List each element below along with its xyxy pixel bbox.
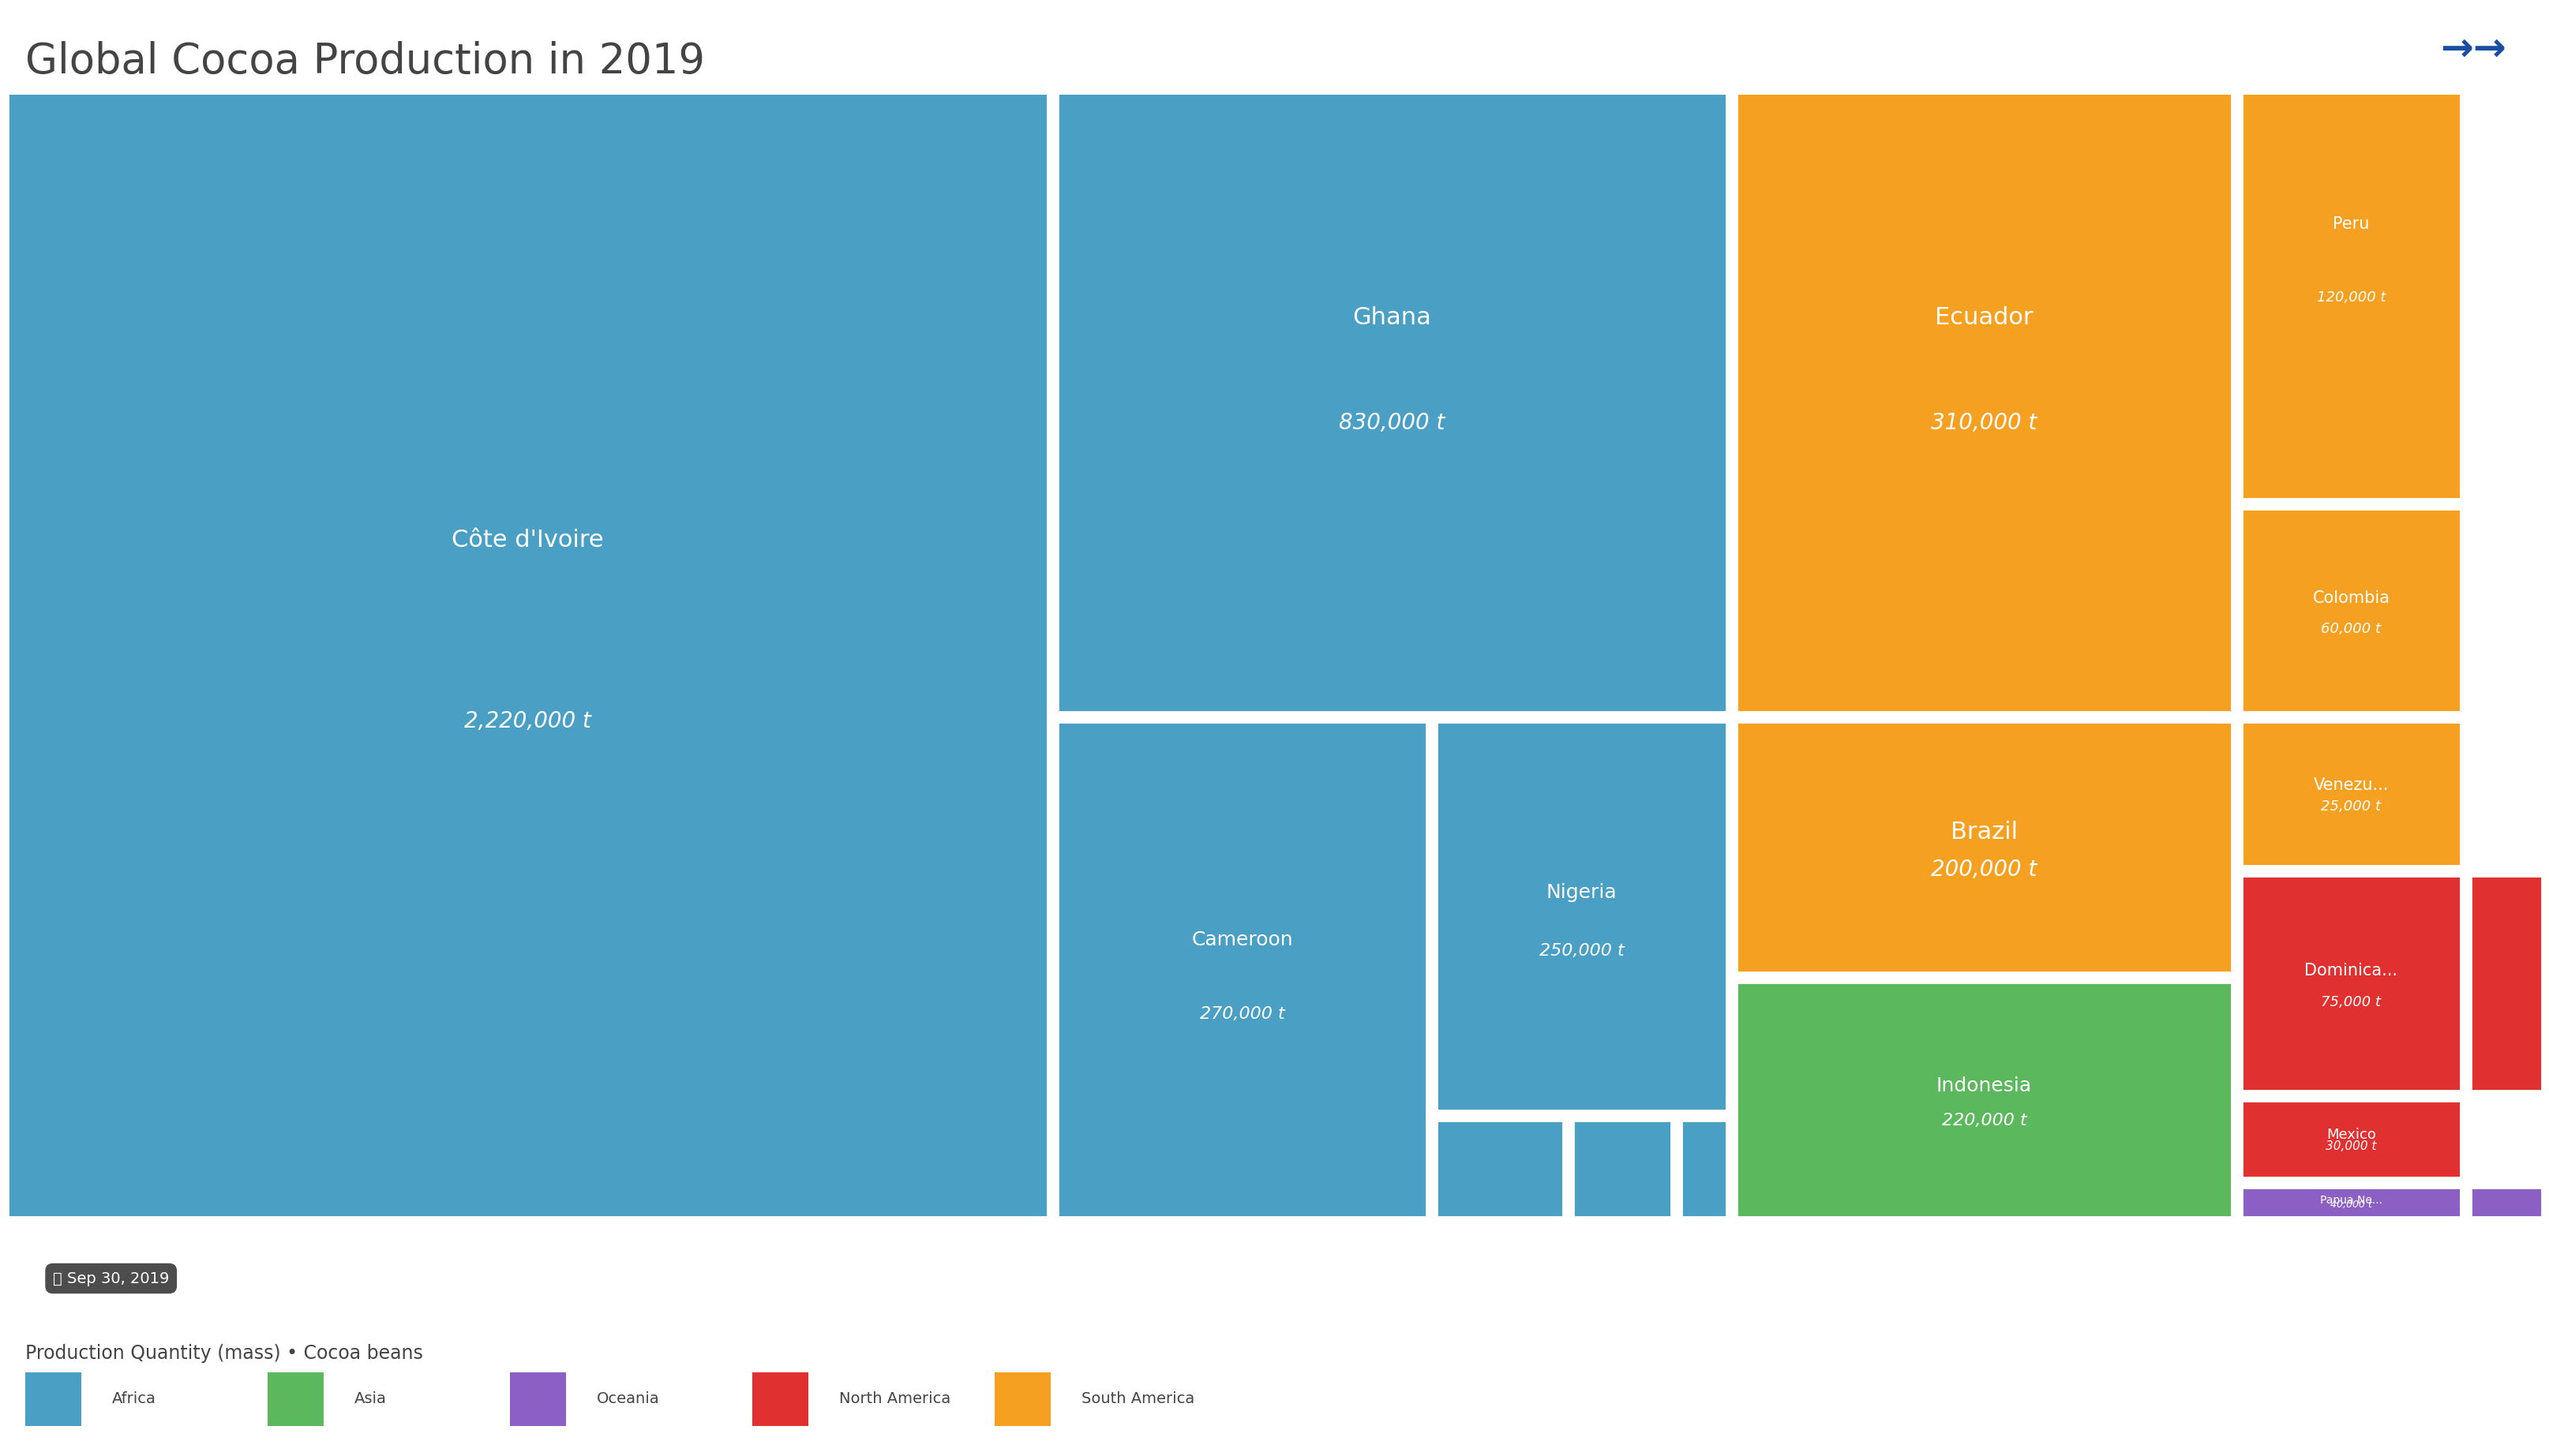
Text: Ecuador: Ecuador (1935, 306, 2032, 329)
FancyBboxPatch shape (25, 1372, 82, 1427)
Text: Global Cocoa Production in 2019: Global Cocoa Production in 2019 (25, 41, 706, 82)
FancyBboxPatch shape (994, 1372, 1050, 1427)
Text: Papua Ne...: Papua Ne... (2320, 1195, 2381, 1206)
Bar (1058, 722, 1425, 1217)
Text: Peru: Peru (2332, 215, 2368, 232)
Text: Production Quantity (mass) • Cocoa beans: Production Quantity (mass) • Cocoa beans (25, 1344, 423, 1363)
Text: Africa: Africa (112, 1392, 155, 1406)
Text: 270,000 t: 270,000 t (1198, 1006, 1285, 1022)
Bar (8, 7, 1048, 1217)
Text: Oceania: Oceania (596, 1392, 660, 1406)
Text: 830,000 t: 830,000 t (1338, 412, 1445, 434)
Text: 60,000 t: 60,000 t (2320, 622, 2381, 636)
Text: →→: →→ (2439, 31, 2506, 68)
Text: Dominica...: Dominica... (2304, 962, 2396, 978)
Text: Ghana: Ghana (1354, 306, 1430, 329)
Bar (2470, 1188, 2541, 1217)
Text: 250,000 t: 250,000 t (1540, 943, 1624, 960)
Bar (2241, 722, 2460, 866)
FancyBboxPatch shape (268, 1372, 324, 1427)
Text: Côte d'Ivoire: Côte d'Ivoire (451, 529, 604, 552)
Bar (1736, 7, 2230, 712)
Text: 220,000 t: 220,000 t (1940, 1112, 2026, 1128)
Text: 30,000 t: 30,000 t (2325, 1140, 2376, 1152)
Bar (1573, 1121, 1670, 1217)
Bar (2241, 1188, 2460, 1217)
Bar (1058, 7, 1726, 712)
Text: North America: North America (839, 1392, 951, 1406)
Bar (2241, 1101, 2460, 1178)
Text: Asia: Asia (354, 1392, 387, 1406)
Text: 120,000 t: 120,000 t (2317, 290, 2386, 304)
Text: 310,000 t: 310,000 t (1930, 412, 2037, 434)
FancyBboxPatch shape (752, 1372, 808, 1427)
Text: Cameroon: Cameroon (1190, 930, 1292, 949)
Bar (2241, 877, 2460, 1091)
FancyBboxPatch shape (510, 1372, 566, 1427)
Text: Colombia: Colombia (2312, 590, 2388, 606)
Text: 75,000 t: 75,000 t (2320, 996, 2381, 1009)
Bar (2470, 877, 2541, 1091)
Bar (1736, 722, 2230, 973)
Bar (1736, 983, 2230, 1217)
Text: ⧖ Sep 30, 2019: ⧖ Sep 30, 2019 (54, 1271, 168, 1286)
Text: Venezu...: Venezu... (2312, 778, 2388, 794)
Text: Mexico: Mexico (2325, 1127, 2376, 1142)
Text: 40,000 t: 40,000 t (2330, 1200, 2371, 1210)
Text: Indonesia: Indonesia (1935, 1076, 2032, 1095)
Text: 2,220,000 t: 2,220,000 t (464, 711, 591, 732)
Bar (1435, 722, 1726, 1111)
Text: 200,000 t: 200,000 t (1930, 859, 2037, 881)
Text: 25,000 t: 25,000 t (2320, 799, 2381, 814)
Text: South America: South America (1081, 1392, 1193, 1406)
Bar (2241, 510, 2460, 712)
Bar (1680, 1121, 1726, 1217)
Bar (2241, 7, 2460, 499)
Text: Brazil: Brazil (1950, 821, 2016, 843)
Text: Nigeria: Nigeria (1545, 884, 1616, 903)
Bar (1435, 1121, 1563, 1217)
